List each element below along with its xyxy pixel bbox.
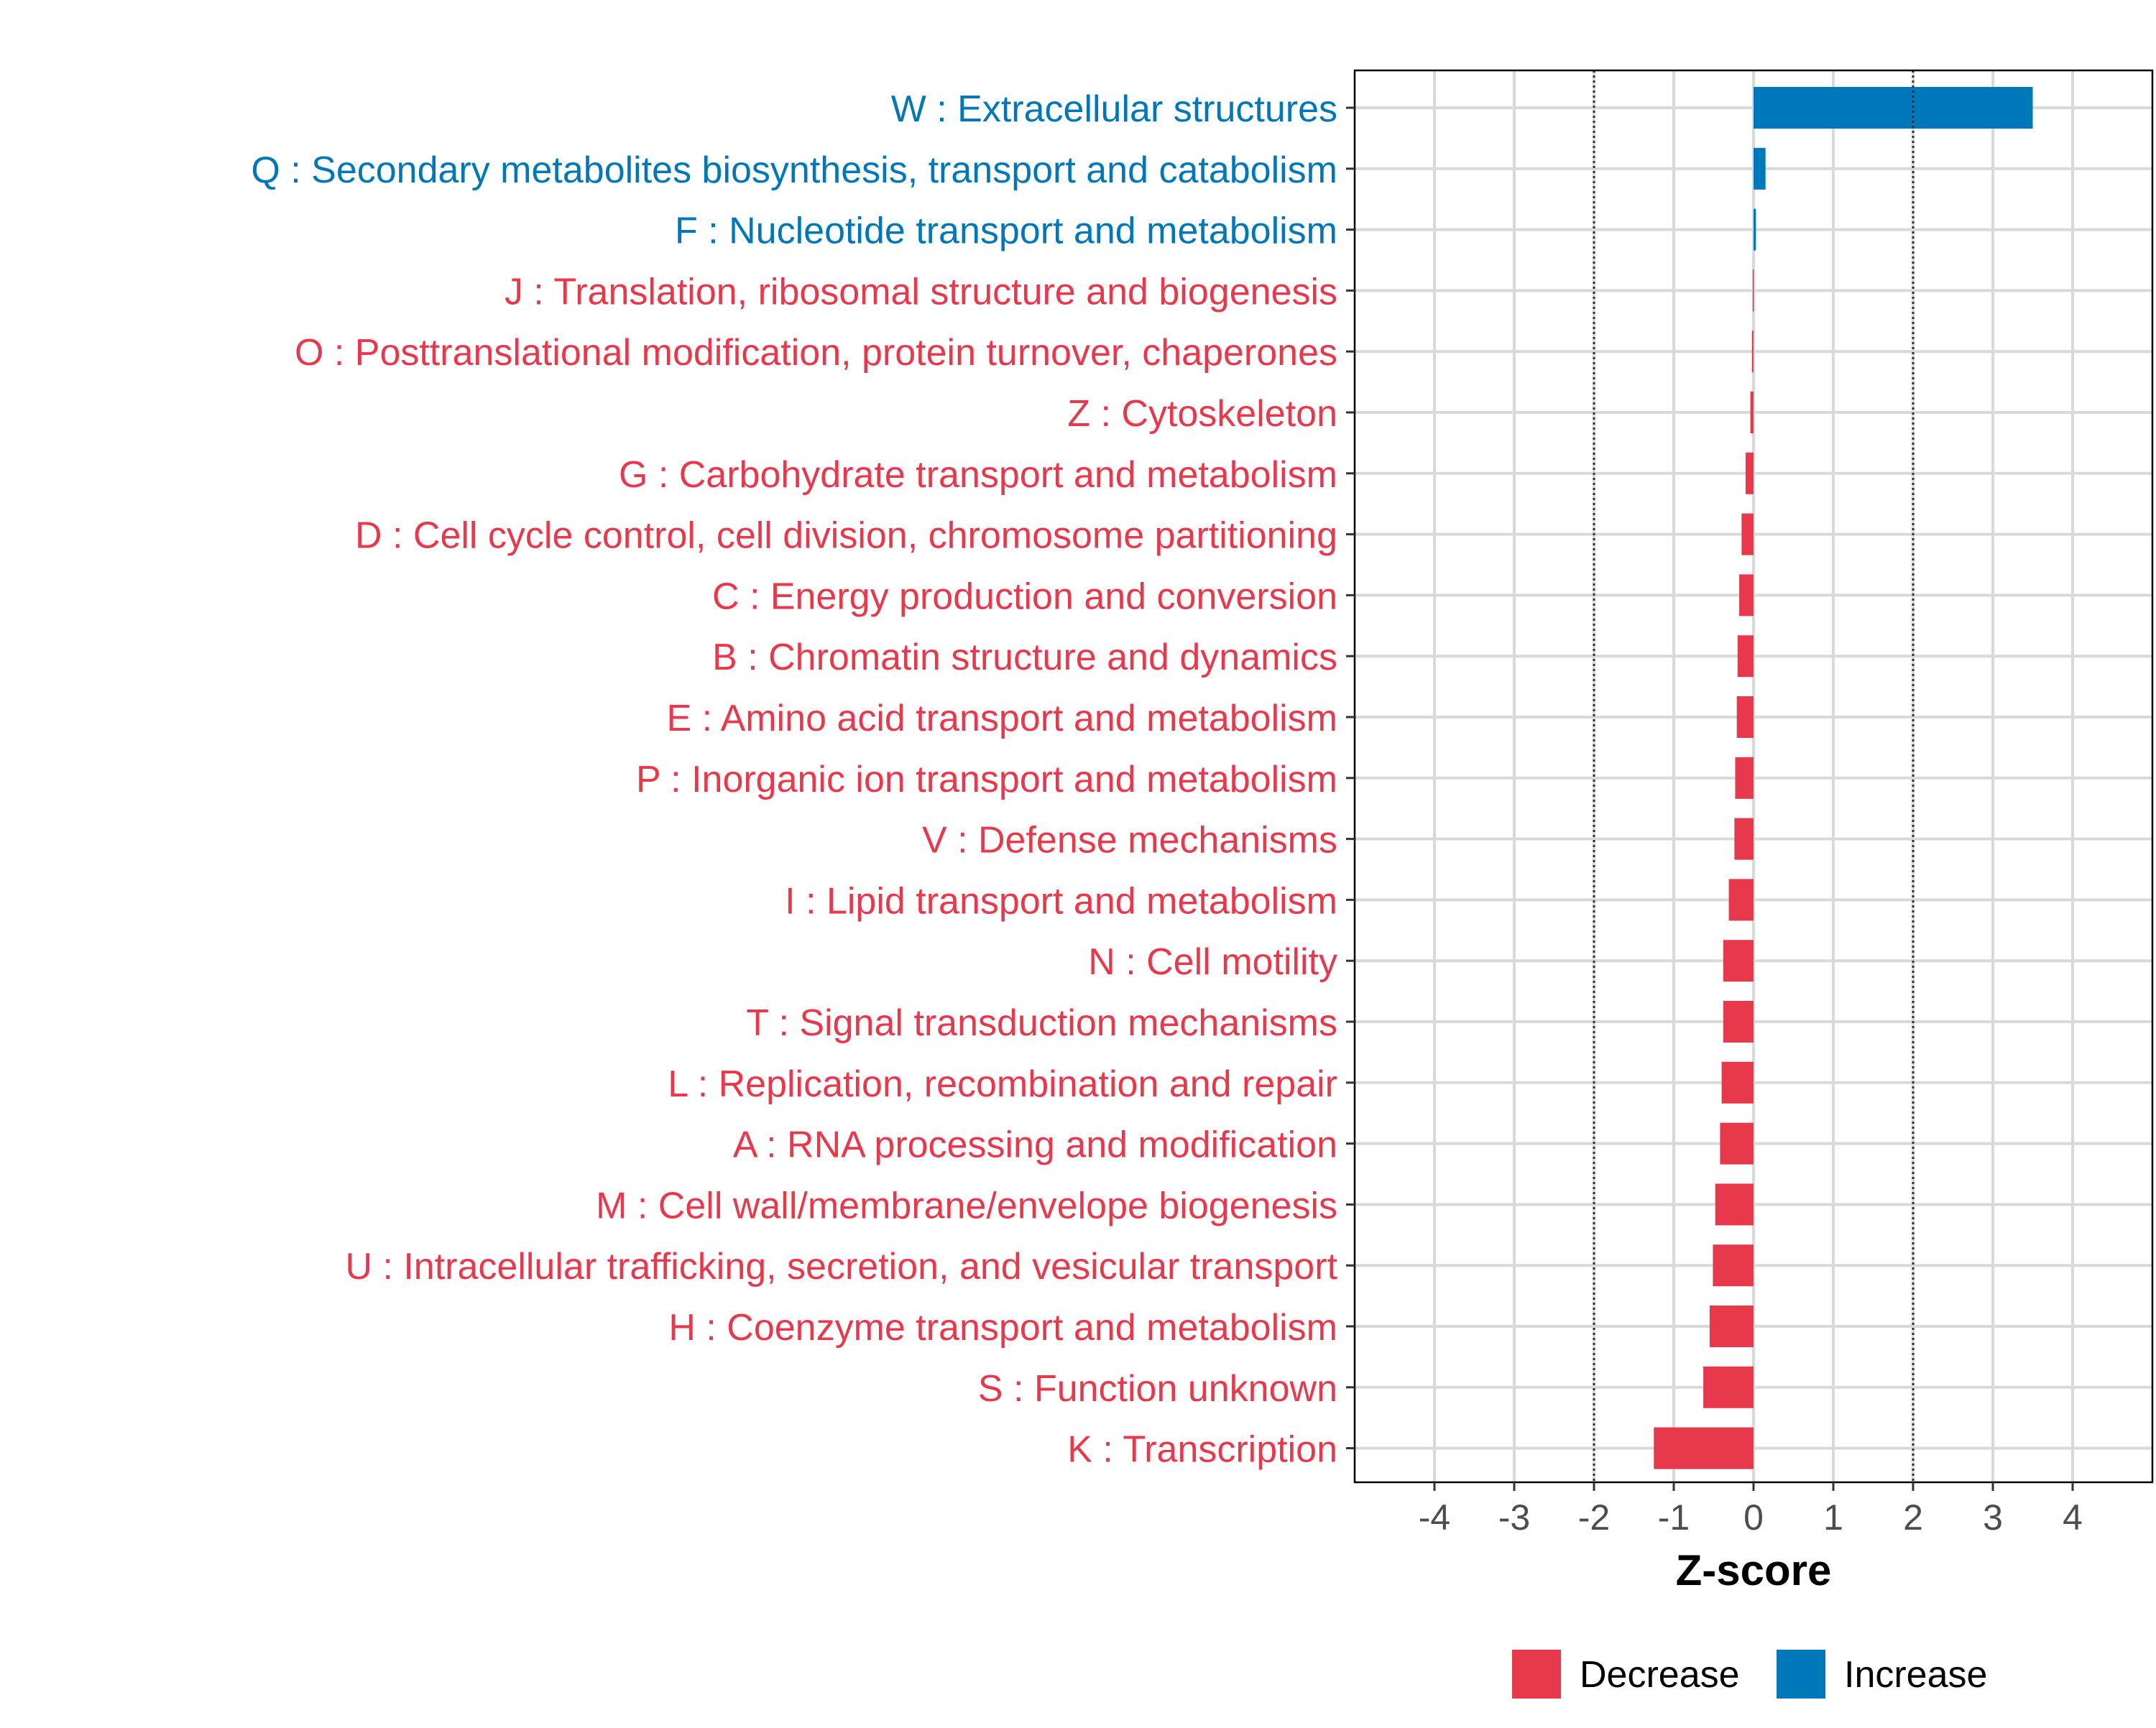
legend-key xyxy=(1512,1650,1561,1699)
bar xyxy=(1736,696,1754,738)
legend-label: Increase xyxy=(1844,1654,1987,1696)
x-tick-label: 4 xyxy=(2063,1497,2083,1538)
y-axis: W : Extracellular structures Q : Secondar… xyxy=(251,88,1355,1471)
y-tick-label: J : Translation, ribosomal structure and… xyxy=(505,271,1337,313)
x-tick-label: -1 xyxy=(1658,1497,1690,1538)
bar xyxy=(1723,940,1754,982)
y-tick-label: A : RNA processing and modification xyxy=(733,1124,1337,1166)
bar xyxy=(1735,757,1754,799)
bar xyxy=(1745,452,1754,494)
bar xyxy=(1739,574,1754,616)
bar xyxy=(1703,1366,1754,1408)
y-tick-label: U : Intracellular trafficking, secretion… xyxy=(345,1246,1337,1288)
bar xyxy=(1720,1122,1754,1165)
bar xyxy=(1741,513,1754,555)
y-tick-label: Z : Cytoskeleton xyxy=(1067,393,1337,435)
bar xyxy=(1654,1427,1754,1469)
x-tick-label: 1 xyxy=(1823,1497,1843,1538)
y-tick-label: F : Nucleotide transport and metabolism xyxy=(675,211,1337,252)
y-tick-label: P : Inorganic ion transport and metaboli… xyxy=(636,759,1337,800)
y-tick-label: G : Carbohydrate transport and metabolis… xyxy=(619,454,1337,496)
bar xyxy=(1737,635,1754,678)
bar-layer xyxy=(1654,87,2033,1469)
x-tick-label: -3 xyxy=(1498,1497,1530,1538)
y-tick-label: C : Energy production and conversion xyxy=(712,576,1337,617)
bar xyxy=(1752,269,1754,312)
bar xyxy=(1728,879,1754,921)
y-tick-label: S : Function unknown xyxy=(978,1368,1337,1410)
x-tick-label: 2 xyxy=(1903,1497,1923,1538)
bar xyxy=(1721,1061,1754,1104)
y-tick-label: I : Lipid transport and metabolism xyxy=(785,880,1337,922)
y-tick-label: W : Extracellular structures xyxy=(891,88,1337,130)
reference-line-layer xyxy=(1593,70,1915,1482)
y-tick-label: K : Transcription xyxy=(1067,1429,1337,1471)
y-tick-label: N : Cell motility xyxy=(1088,941,1337,983)
x-tick-label: -4 xyxy=(1419,1497,1450,1538)
bar xyxy=(1754,147,1766,190)
y-tick-label: O : Posttranslational modification, prot… xyxy=(295,332,1337,374)
y-tick-label: V : Defense mechanisms xyxy=(922,820,1337,861)
bar xyxy=(1750,392,1754,433)
bar xyxy=(1723,1001,1754,1043)
y-tick-label: H : Coenzyme transport and metabolism xyxy=(668,1307,1337,1349)
bar xyxy=(1751,331,1754,373)
y-tick-label: L : Replication, recombination and repai… xyxy=(668,1063,1337,1105)
x-tick-label: 3 xyxy=(1983,1497,2003,1538)
y-tick-label: B : Chromatin structure and dynamics xyxy=(712,637,1337,678)
x-axis: -4 -3 -2 -1 0 1 2 3 4 xyxy=(1419,1482,2083,1538)
bar xyxy=(1734,818,1754,860)
x-axis-title: Z-score xyxy=(1676,1546,1832,1594)
bar xyxy=(1715,1183,1754,1226)
x-tick-label: 0 xyxy=(1743,1497,1764,1538)
y-tick-label: D : Cell cycle control, cell division, c… xyxy=(355,515,1337,557)
legend-label: Decrease xyxy=(1580,1654,1740,1696)
y-tick-label: T : Signal transduction mechanisms xyxy=(746,1002,1337,1044)
y-tick-label: Q : Secondary metabolites biosynthesis, … xyxy=(251,149,1337,191)
y-tick-label: E : Amino acid transport and metabolism xyxy=(666,698,1337,739)
bar xyxy=(1754,87,2033,129)
legend-key xyxy=(1777,1650,1825,1699)
bar xyxy=(1713,1244,1754,1287)
bar xyxy=(1709,1306,1754,1347)
bar xyxy=(1754,208,1756,251)
y-tick-label: M : Cell wall/membrane/envelope biogenes… xyxy=(596,1185,1337,1226)
legend: Decrease Increase xyxy=(1512,1650,1987,1699)
x-tick-label: -2 xyxy=(1578,1497,1610,1538)
